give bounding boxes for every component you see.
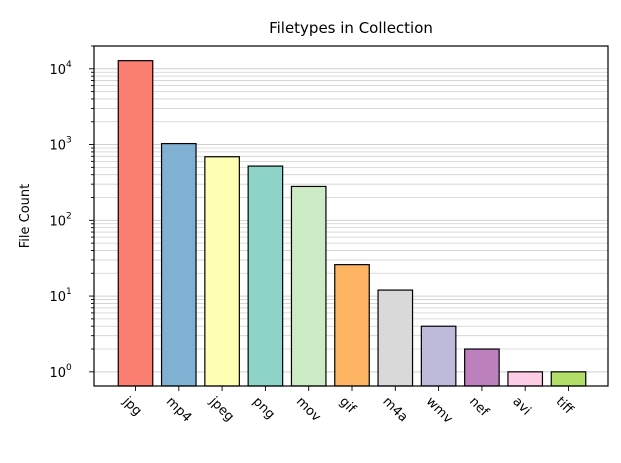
y-tick-label: 10 [49,214,66,229]
bar-gif [334,264,370,387]
y-tick-label-base: 10 [49,63,66,78]
bar-mov [290,185,327,387]
bar-m4a [377,289,414,387]
bar-jpg [117,60,154,387]
y-tick-label-exponent: 4 [66,60,72,70]
y-tick-label: 10 [49,290,66,305]
x-tick-label-mp4: mp4 [163,394,194,425]
x-tick-label-nef: nef [466,394,492,420]
x-tick-label-avi: avi [509,394,533,418]
bar-png [247,165,284,387]
y-tick-label-base: 10 [49,366,66,381]
y-tick-label-exponent: 2 [66,211,72,221]
x-tick-label-jpg: jpg [119,394,145,420]
y-tick-label: 10 [49,63,66,78]
x-axis-ticks: jpg mp4 jpeg png mov gif m4a wmv nef avi tiff [119,386,577,427]
bar-mp4 [160,142,197,387]
y-tick-label: 10 [49,139,66,154]
y-tick-label-exponent: 1 [66,287,72,297]
chart-title: Filetypes in Collection [269,19,433,37]
y-tick-label-exponent: 3 [66,136,72,146]
bars [117,60,587,387]
y-tick-label-base: 10 [49,290,66,305]
x-tick-label-wmv: wmv [423,394,456,427]
x-tick-label-gif: gif [336,394,359,417]
y-tick-label-base: 10 [49,139,66,154]
bar-tiff [550,371,587,387]
x-tick-label-jpeg: jpeg [206,394,237,425]
bar-nef [464,348,500,387]
y-tick-label: 10 [49,366,66,381]
y-tick-label-exponent: 0 [66,363,72,373]
y-axis-label: File Count [18,184,33,249]
bar-avi [507,371,544,387]
bar-wmv [420,325,457,387]
plot-frame [93,45,609,387]
x-tick-label-tiff: tiff [553,394,577,418]
bar-jpeg [204,156,240,387]
x-tick-label-mov: mov [293,394,324,425]
x-tick-label-png: png [250,394,278,422]
x-tick-label-m4a: m4a [379,394,410,425]
y-tick-label-base: 10 [49,214,66,229]
